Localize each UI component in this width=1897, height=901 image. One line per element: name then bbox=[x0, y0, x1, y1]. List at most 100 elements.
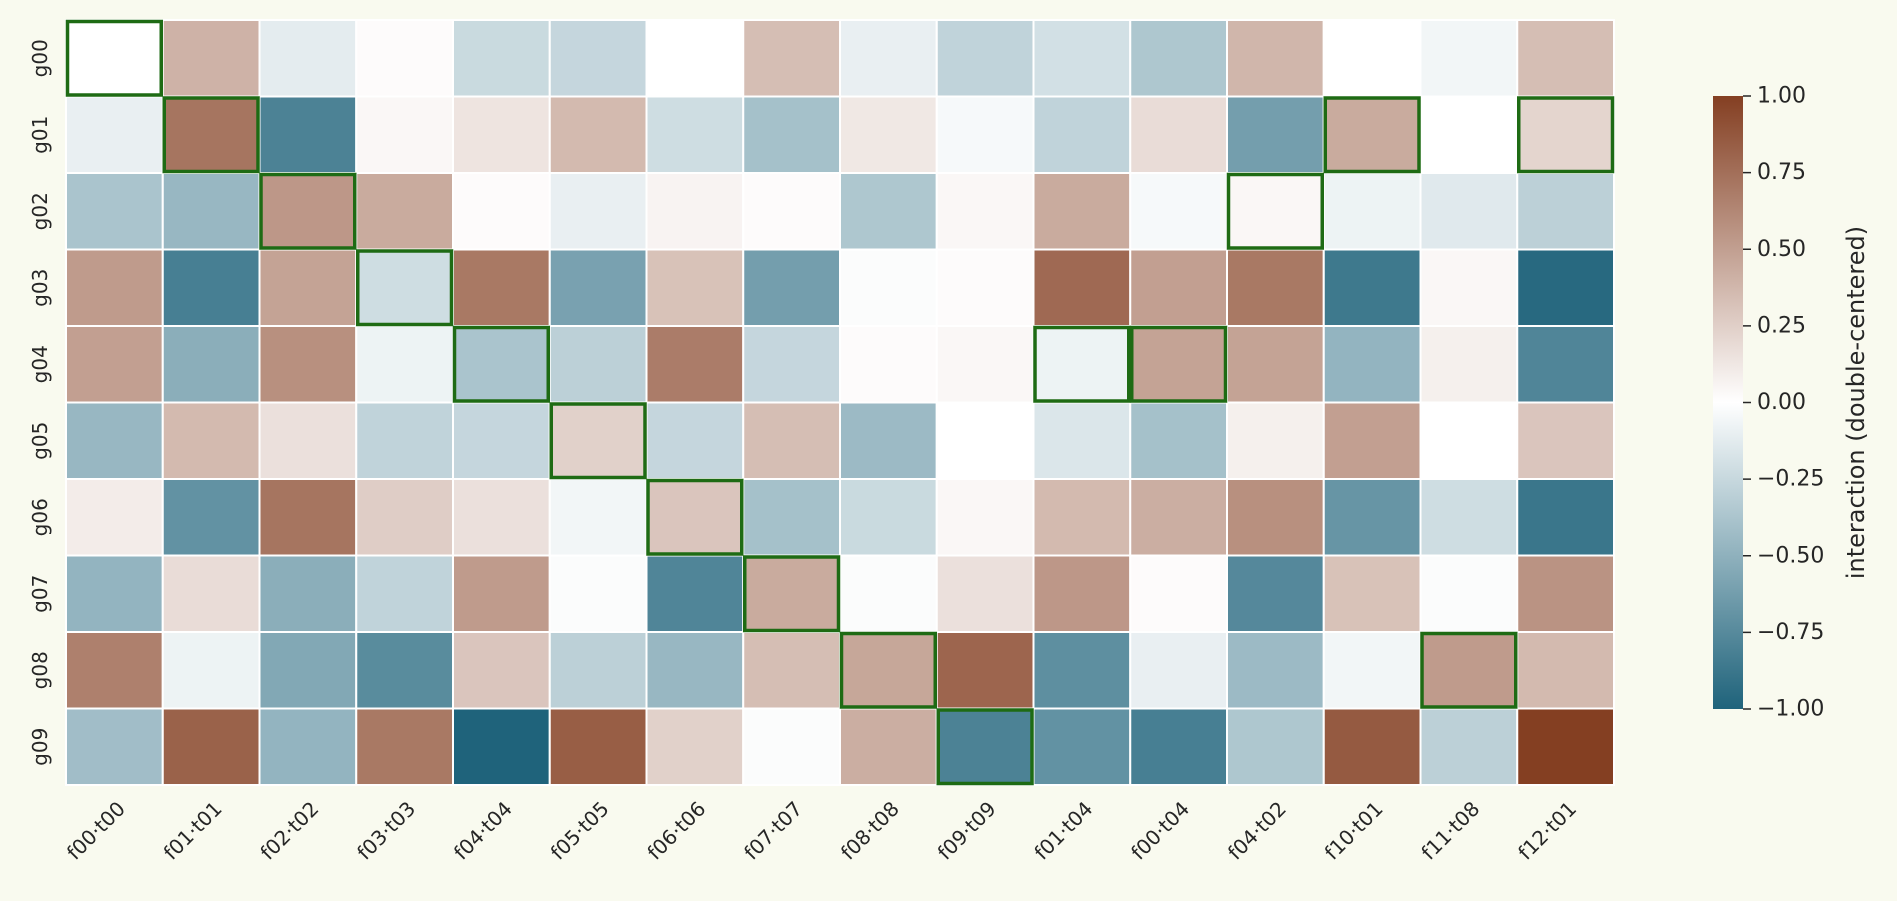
heatmap-cell-g07-5 bbox=[548, 554, 648, 633]
column-label-1: f01·t01 bbox=[159, 797, 227, 865]
heatmap-cell-g09-13 bbox=[1322, 707, 1422, 786]
heatmap-cell-g03-13 bbox=[1322, 248, 1422, 327]
heatmap-cell-g05-5 bbox=[548, 401, 648, 480]
heatmap-cell-g00-3 bbox=[355, 19, 454, 98]
heatmap-cell-g06-13 bbox=[1322, 478, 1422, 557]
heatmap-cell-g09-6 bbox=[645, 707, 745, 786]
heatmap-cell-g09-10 bbox=[1032, 707, 1132, 786]
heatmap-cell-g05-13 bbox=[1322, 401, 1422, 480]
highlight-outline-g04-4 bbox=[452, 325, 550, 403]
heatmap-cell-g00-10 bbox=[1032, 19, 1132, 98]
heatmap-cell-g04-7 bbox=[742, 325, 841, 404]
heatmap-cell-g00-9 bbox=[935, 19, 1035, 98]
colorbar-tick-label: −0.75 bbox=[1757, 620, 1824, 645]
heatmap-cell-g06-12 bbox=[1226, 478, 1325, 557]
row-label-g09: g09 bbox=[28, 728, 52, 766]
heatmap-cell-g03-14 bbox=[1419, 248, 1519, 327]
heatmap-cell-g09-12 bbox=[1226, 707, 1325, 786]
heatmap-cell-g08-9 bbox=[935, 631, 1035, 710]
heatmap-cell-g07-7 bbox=[742, 554, 841, 633]
heatmap-cell-g07-9 bbox=[935, 554, 1035, 633]
heatmap-cell-g05-14 bbox=[1419, 401, 1519, 480]
heatmap-cell-g07-12 bbox=[1226, 554, 1325, 633]
column-label-2: f02·t02 bbox=[255, 797, 323, 865]
heatmap-cell-g02-5 bbox=[548, 172, 648, 251]
heatmap-cell-g05-4 bbox=[452, 401, 551, 480]
heatmap-cell-g01-7 bbox=[742, 95, 841, 174]
heatmap-cell-g01-4 bbox=[452, 95, 551, 174]
heatmap-cell-g03-6 bbox=[645, 248, 745, 327]
heatmap-cell-g06-4 bbox=[452, 478, 551, 557]
highlight-outline-g01-1 bbox=[162, 96, 260, 174]
heatmap-cell-g09-4 bbox=[452, 707, 551, 786]
heatmap-cell-g05-10 bbox=[1032, 401, 1132, 480]
column-label-6: f06·t06 bbox=[642, 797, 710, 865]
heatmap-cell-g03-7 bbox=[742, 248, 841, 327]
heatmap-cell-g07-3 bbox=[355, 554, 454, 633]
row-label-g08: g08 bbox=[28, 651, 52, 689]
heatmap-cell-g08-0 bbox=[65, 631, 164, 710]
colorbar-tick-label: −0.25 bbox=[1757, 467, 1824, 492]
heatmap-cell-g04-14 bbox=[1419, 325, 1519, 404]
heatmap-cell-g03-11 bbox=[1129, 248, 1228, 327]
heatmap-cell-g06-6 bbox=[645, 478, 745, 557]
heatmap-cell-g00-12 bbox=[1226, 19, 1325, 98]
heatmap-cell-g01-8 bbox=[839, 95, 938, 174]
heatmap-cell-g01-11 bbox=[1129, 95, 1228, 174]
colorbar-tick-label: 0.00 bbox=[1757, 390, 1806, 415]
heatmap-cell-g00-11 bbox=[1129, 19, 1228, 98]
heatmap-cell-g00-13 bbox=[1322, 19, 1422, 98]
heatmap-cell-g05-1 bbox=[161, 401, 261, 480]
column-label-14: f11·t08 bbox=[1416, 797, 1484, 865]
row-label-g07: g07 bbox=[28, 575, 52, 613]
heatmap-cell-g09-9 bbox=[935, 707, 1035, 786]
heatmap-cell-g04-11 bbox=[1129, 325, 1228, 404]
heatmap-cell-g01-9 bbox=[935, 95, 1035, 174]
heatmap-cell-g00-7 bbox=[742, 19, 841, 98]
column-label-3: f03·t03 bbox=[352, 797, 420, 865]
heatmap-cell-g05-6 bbox=[645, 401, 745, 480]
heatmap-cell-g02-0 bbox=[65, 172, 164, 251]
heatmap-cell-g08-4 bbox=[452, 631, 551, 710]
heatmap-cell-g08-13 bbox=[1322, 631, 1422, 710]
heatmap-cell-g09-1 bbox=[161, 707, 261, 786]
heatmap-cell-g09-11 bbox=[1129, 707, 1228, 786]
heatmap-cell-g03-12 bbox=[1226, 248, 1325, 327]
heatmap-cell-g02-14 bbox=[1419, 172, 1519, 251]
heatmap-cell-g04-8 bbox=[839, 325, 938, 404]
heatmap-cell-g03-9 bbox=[935, 248, 1035, 327]
heatmap-cell-g07-11 bbox=[1129, 554, 1228, 633]
heatmap-cell-g05-9 bbox=[935, 401, 1035, 480]
heatmap-cell-g04-0 bbox=[65, 325, 164, 404]
heatmap-cell-g01-13 bbox=[1322, 95, 1422, 174]
row-label-g06: g06 bbox=[28, 498, 52, 536]
heatmap-cell-g06-15 bbox=[1516, 478, 1615, 557]
heatmap-cell-g09-2 bbox=[258, 707, 358, 786]
heatmap-cell-g00-0 bbox=[65, 19, 164, 98]
heatmap-cell-g00-15 bbox=[1516, 19, 1615, 98]
highlight-outline-g08-8 bbox=[839, 631, 937, 709]
heatmap-cell-g06-7 bbox=[742, 478, 841, 557]
heatmap-cell-g02-11 bbox=[1129, 172, 1228, 251]
heatmap-cell-g08-7 bbox=[742, 631, 841, 710]
heatmap-cell-g04-10 bbox=[1032, 325, 1132, 404]
highlight-outline-g02-2 bbox=[259, 172, 357, 250]
heatmap-cell-g03-5 bbox=[548, 248, 648, 327]
heatmap-cell-g08-14 bbox=[1419, 631, 1519, 710]
heatmap-cell-g04-12 bbox=[1226, 325, 1325, 404]
heatmap-cell-g04-5 bbox=[548, 325, 648, 404]
heatmap-cell-g08-8 bbox=[839, 631, 938, 710]
heatmap-cell-g00-1 bbox=[161, 19, 261, 98]
heatmap-cell-g01-10 bbox=[1032, 95, 1132, 174]
highlight-outline-g04-10 bbox=[1033, 325, 1131, 403]
heatmap-cell-g05-2 bbox=[258, 401, 358, 480]
column-label-5: f05·t05 bbox=[546, 797, 614, 865]
heatmap-cell-g03-3 bbox=[355, 248, 454, 327]
colorbar bbox=[1713, 96, 1743, 709]
column-label-15: f12·t01 bbox=[1513, 797, 1581, 865]
colorbar-tick-label: 1.00 bbox=[1757, 84, 1806, 109]
highlight-outline-g05-5 bbox=[549, 402, 647, 480]
heatmap-cell-g09-7 bbox=[742, 707, 841, 786]
column-label-12: f04·t02 bbox=[1223, 797, 1291, 865]
